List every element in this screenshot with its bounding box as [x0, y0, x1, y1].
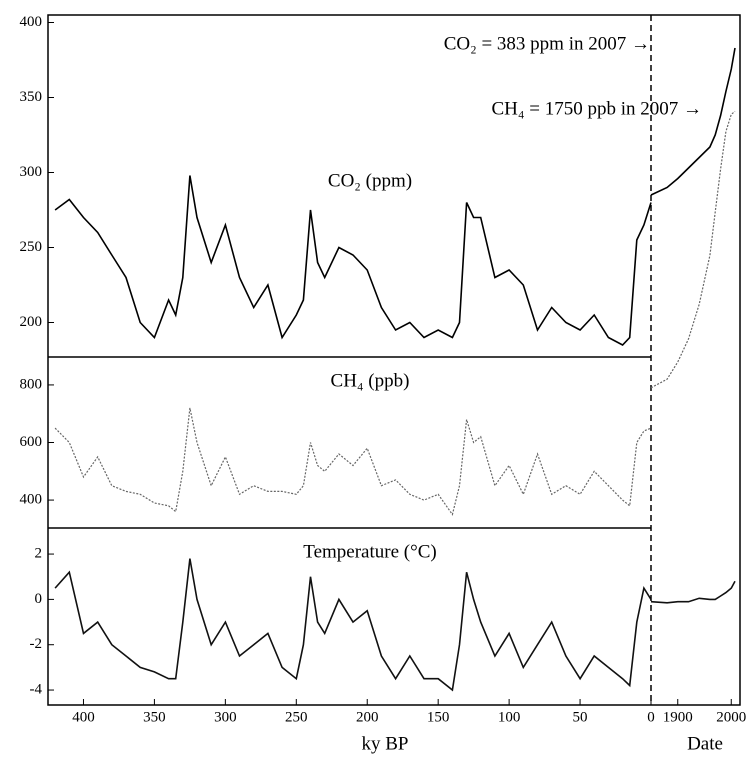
panel-label: CH₄ (ppb): [331, 370, 410, 391]
x-tick-label: 0: [647, 709, 655, 725]
data-line: [54, 407, 652, 516]
x-tick-label: 400: [72, 709, 95, 725]
annotation: CH₄ = 1750 ppb in 2007 →: [491, 98, 702, 119]
y-tick-label: -4: [30, 681, 43, 697]
y-tick-label: 800: [20, 376, 43, 392]
x-tick-label: 50: [573, 709, 588, 725]
y-tick-label: 250: [20, 239, 43, 255]
x-tick-label: 200: [356, 709, 379, 725]
data-line: [650, 47, 736, 196]
y-tick-label: 0: [35, 591, 43, 607]
x2-axis-label: Date: [687, 733, 723, 754]
x-tick-label: 300: [214, 709, 237, 725]
y-tick-label: 400: [20, 492, 43, 508]
y-tick-label: 350: [20, 89, 43, 105]
x-tick-label: 100: [498, 709, 521, 725]
y-tick-label: 200: [20, 314, 43, 330]
x-tick-label: 350: [143, 709, 166, 725]
y-tick-label: 300: [20, 164, 43, 180]
y-tick-label: -2: [30, 636, 43, 652]
x-axis-label: ky BP: [362, 733, 409, 754]
x2-tick-label: 2000: [716, 709, 746, 725]
x-tick-label: 150: [427, 709, 450, 725]
y-tick-label: 2: [35, 546, 43, 562]
panel-label: CO₂ (ppm): [328, 170, 412, 191]
annotation: CO₂ = 383 ppm in 2007 →: [444, 33, 650, 54]
data-line: [650, 580, 736, 604]
data-line: [54, 558, 652, 692]
x2-tick-label: 1900: [663, 709, 693, 725]
panel-label: Temperature (°C): [303, 541, 436, 562]
y-tick-label: 600: [20, 434, 43, 450]
data-line: [54, 175, 652, 346]
frame: [47, 14, 741, 706]
data-line: [650, 110, 736, 389]
y-tick-label: 400: [20, 14, 43, 30]
x-tick-label: 250: [285, 709, 308, 725]
